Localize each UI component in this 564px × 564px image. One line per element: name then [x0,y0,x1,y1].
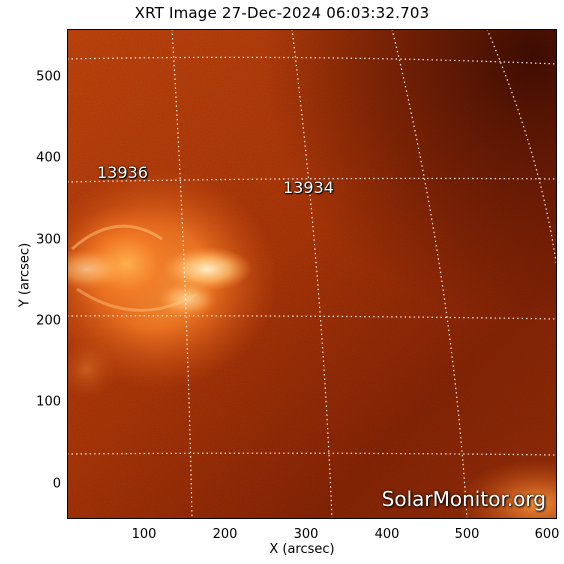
x-tick-label: 200 [212,527,238,542]
y-tick-label: 200 [36,313,61,329]
solar-image [67,29,557,519]
y-tick-label: 400 [36,150,61,166]
x-tick-label: 300 [293,527,319,542]
x-tick-label: 100 [131,527,157,542]
x-axis-label: X (arcsec) [269,542,335,557]
region-label: 13936 [97,163,148,182]
image-title: XRT Image 27-Dec-2024 06:03:32.703 [134,4,430,22]
y-tick-label: 0 [52,476,61,492]
region-label: 13934 [283,178,334,197]
x-tick-label: 400 [374,527,400,542]
y-tick-label: 500 [36,69,61,85]
y-axis-label: Y (arcsec) [17,242,33,308]
y-tick-label: 100 [36,394,61,410]
x-tick-label: 600 [534,527,560,542]
x-tick-label: 500 [454,527,480,542]
watermark: SolarMonitor.org [381,487,546,511]
y-tick-label: 300 [36,232,61,248]
